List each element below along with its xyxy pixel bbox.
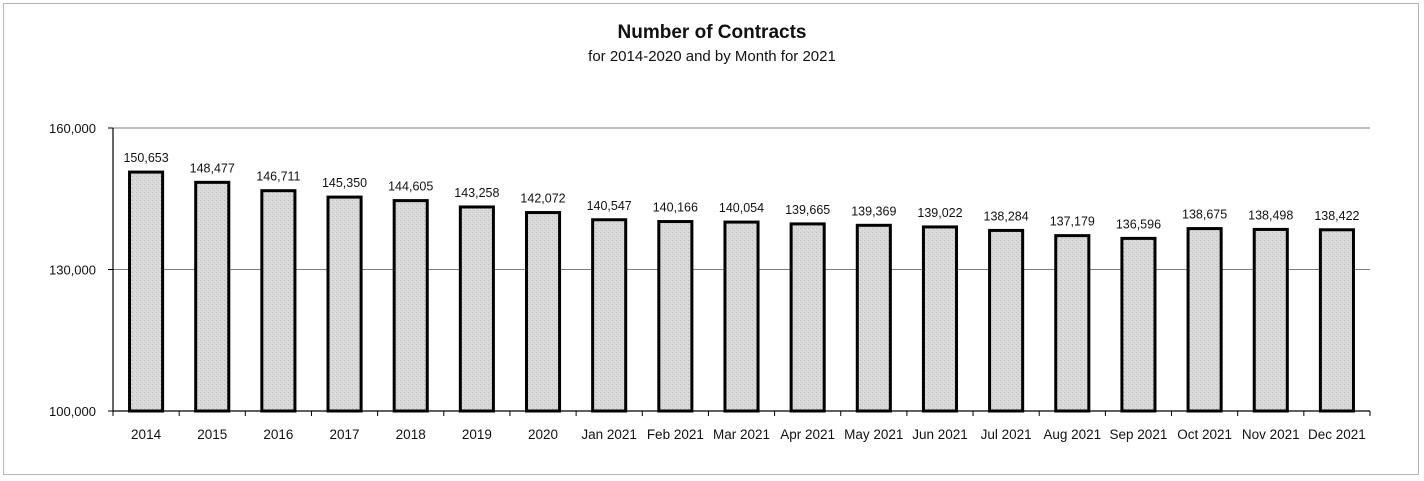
x-tick-label: Aug 2021 xyxy=(1043,427,1101,442)
data-label: 138,675 xyxy=(1182,208,1227,222)
data-label: 148,477 xyxy=(190,161,235,175)
data-label: 146,711 xyxy=(256,170,300,184)
data-label: 150,653 xyxy=(123,151,168,165)
bar xyxy=(128,170,165,413)
y-tick-label: 160,000 xyxy=(49,121,96,136)
x-tick-label: Jan 2021 xyxy=(581,427,637,442)
x-tick-label: Nov 2021 xyxy=(1242,427,1300,442)
bar xyxy=(657,220,694,413)
x-tick-label: Mar 2021 xyxy=(713,427,770,442)
x-tick-label: May 2021 xyxy=(844,427,903,442)
y-tick-label: 100,000 xyxy=(49,404,96,419)
bar xyxy=(1252,227,1289,413)
chart-frame xyxy=(3,3,1419,475)
labels: 100,000 130,000 160,000 150,653 2014 148,477 2… xyxy=(49,121,1366,442)
x-tick-label: Apr 2021 xyxy=(780,427,835,442)
x-tick-label: 2019 xyxy=(462,427,492,442)
bar xyxy=(1318,228,1355,413)
data-label: 140,054 xyxy=(719,201,764,215)
bar xyxy=(988,228,1025,413)
bar xyxy=(855,223,892,413)
bar xyxy=(392,199,429,413)
y-tick-label: 130,000 xyxy=(49,263,96,278)
bar xyxy=(789,222,826,413)
bar xyxy=(1120,236,1157,413)
data-label: 139,369 xyxy=(851,204,896,218)
data-label: 139,665 xyxy=(785,203,830,217)
bar xyxy=(194,180,231,413)
x-tick-label: Oct 2021 xyxy=(1177,427,1232,442)
bar xyxy=(591,218,628,413)
data-label: 140,547 xyxy=(587,199,632,213)
x-tick-label: 2018 xyxy=(396,427,426,442)
bar xyxy=(458,205,495,413)
bar xyxy=(326,195,363,413)
data-label: 138,498 xyxy=(1248,208,1293,222)
chart-title: Number of Contracts xyxy=(617,22,807,43)
data-label: 137,179 xyxy=(1050,215,1095,229)
x-tick-label: Sep 2021 xyxy=(1110,427,1168,442)
data-label: 139,022 xyxy=(917,206,962,220)
x-tick-label: 2016 xyxy=(263,427,293,442)
bar xyxy=(723,220,760,413)
data-label: 140,166 xyxy=(653,201,698,215)
data-label: 136,596 xyxy=(1116,217,1161,231)
x-tick-label: 2014 xyxy=(131,427,162,442)
x-tick-label: 2017 xyxy=(330,427,360,442)
bar xyxy=(921,225,959,413)
x-tick-label: 2015 xyxy=(197,427,227,442)
data-label: 142,072 xyxy=(520,192,565,206)
x-tick-label: Jul 2021 xyxy=(981,427,1032,442)
bar xyxy=(1186,227,1223,413)
bar xyxy=(260,189,297,413)
chart-subtitle: for 2014-2020 and by Month for 2021 xyxy=(588,48,836,65)
data-label: 143,258 xyxy=(454,186,499,200)
bar xyxy=(1054,234,1091,413)
x-tick-label: 2020 xyxy=(528,427,558,442)
data-label: 145,350 xyxy=(322,176,367,190)
bar xyxy=(524,211,562,413)
data-label: 144,605 xyxy=(388,180,433,194)
axes xyxy=(108,127,1371,416)
data-label: 138,284 xyxy=(984,209,1029,223)
x-tick-label: Feb 2021 xyxy=(647,427,704,442)
data-label: 138,422 xyxy=(1314,209,1359,223)
x-tick-label: Dec 2021 xyxy=(1308,427,1366,442)
x-tick-label: Jun 2021 xyxy=(912,427,968,442)
